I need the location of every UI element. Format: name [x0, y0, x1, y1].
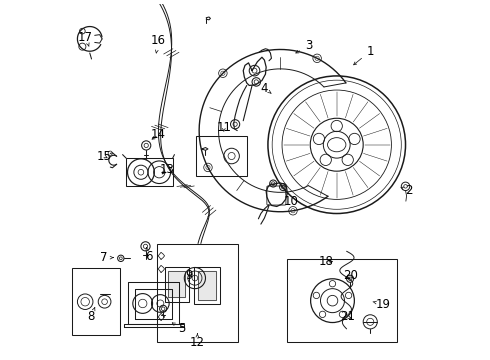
Text: 16: 16 — [151, 34, 166, 53]
Text: 4: 4 — [261, 82, 271, 95]
Text: 17: 17 — [78, 31, 93, 46]
Text: 21: 21 — [340, 310, 355, 323]
Polygon shape — [198, 271, 216, 300]
Text: 5: 5 — [172, 322, 185, 335]
Text: 18: 18 — [318, 255, 334, 268]
Bar — [126, 158, 172, 186]
Bar — [194, 267, 221, 304]
Bar — [287, 259, 397, 342]
Text: 2: 2 — [401, 184, 413, 197]
Text: 12: 12 — [190, 334, 205, 350]
Text: 7: 7 — [100, 251, 113, 264]
Text: 8: 8 — [87, 307, 95, 323]
Bar — [165, 267, 189, 302]
Text: 9: 9 — [185, 269, 192, 282]
Text: 6: 6 — [146, 248, 153, 264]
Text: 13: 13 — [159, 163, 174, 176]
Text: 1: 1 — [354, 45, 374, 65]
Bar — [168, 271, 185, 297]
Text: 19: 19 — [373, 298, 391, 311]
Text: 3: 3 — [296, 40, 312, 53]
Bar — [196, 136, 247, 176]
Text: 10: 10 — [283, 191, 298, 208]
Bar — [72, 268, 120, 335]
Polygon shape — [168, 271, 185, 297]
Text: 20: 20 — [343, 269, 358, 282]
Bar — [198, 271, 216, 300]
Bar — [157, 243, 238, 342]
Text: 15: 15 — [97, 149, 111, 162]
Text: 14: 14 — [151, 129, 166, 141]
Text: 11: 11 — [216, 121, 231, 134]
